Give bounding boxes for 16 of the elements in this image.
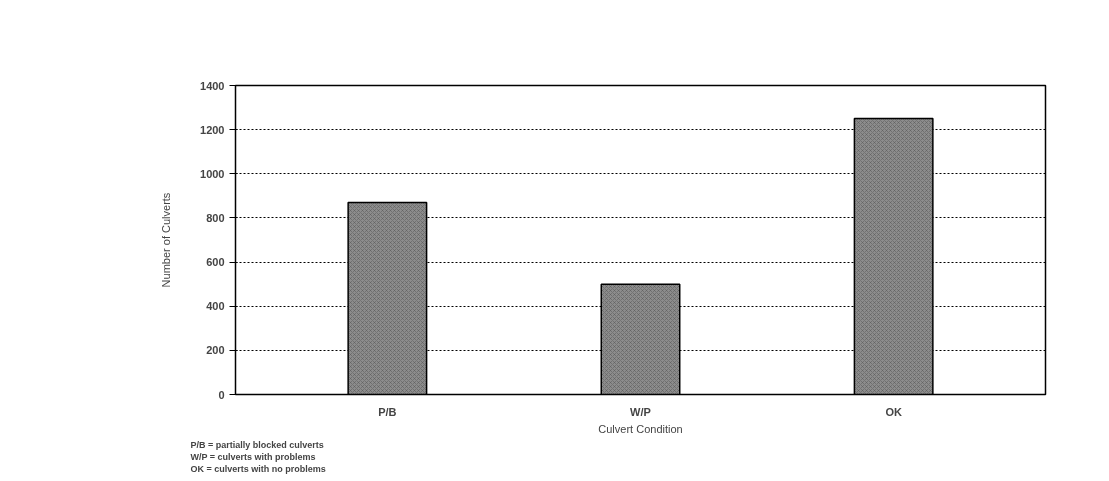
y-tick-label: 1000 — [200, 167, 225, 180]
y-tick-label: 600 — [206, 256, 225, 269]
y-tick-label: 1400 — [200, 79, 225, 92]
y-tick-label: 800 — [206, 211, 225, 224]
x-tick-label: W/P — [630, 405, 651, 418]
y-tick-label: 1200 — [200, 123, 225, 136]
y-axis-title: Number of Culverts — [160, 192, 173, 288]
text: OK = culverts with no problems — [190, 463, 326, 474]
x-tick-label: P/B — [378, 405, 397, 418]
y-tick-label: 0 — [218, 388, 225, 401]
text: W/P = culverts with problems — [190, 451, 316, 462]
y-tick-label: 200 — [206, 344, 225, 357]
y-tick-label: 400 — [206, 300, 225, 313]
x-axis-title: Culvert Condition — [598, 422, 683, 435]
text: P/B = partially blocked culverts — [190, 439, 324, 450]
x-tick-label: OK — [885, 405, 902, 418]
